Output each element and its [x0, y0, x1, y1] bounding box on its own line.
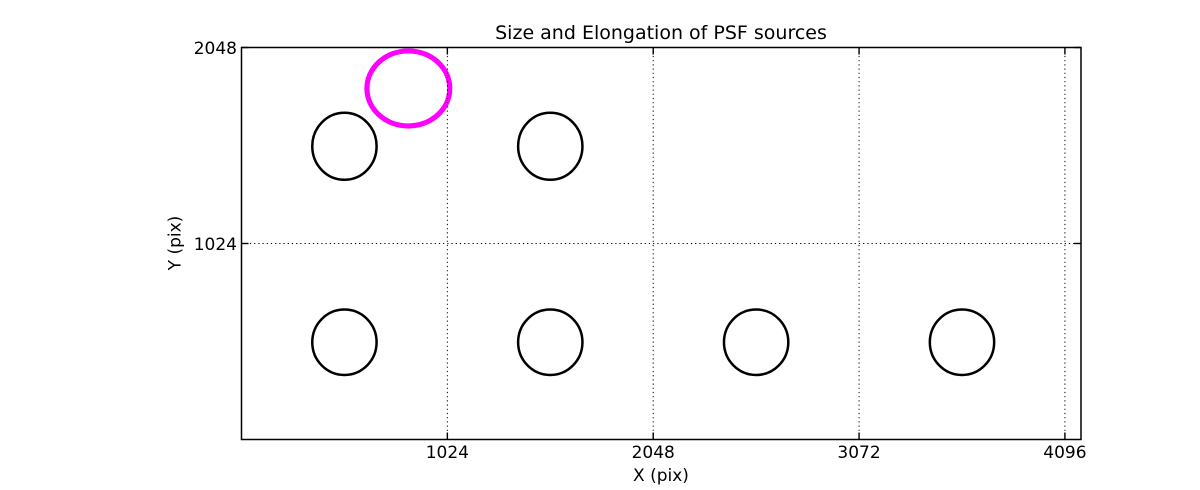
x-tick-label-3072: 3072 — [837, 443, 881, 463]
psf-source-ellipse — [516, 111, 584, 182]
x-tick-label-4096: 4096 — [1043, 443, 1087, 463]
x-tick-label-1024: 1024 — [425, 443, 469, 463]
axes-spines — [240, 46, 1082, 441]
psf-source-ellipse-highlighted — [364, 48, 453, 129]
x-axis-label: X (pix) — [633, 466, 689, 486]
psf-source-ellipse — [928, 308, 996, 377]
plot-title: Size and Elongation of PSF sources — [495, 22, 827, 44]
y-tick-label-2048: 2048 — [193, 38, 237, 59]
psf-source-ellipse — [311, 308, 378, 377]
psf-source-ellipse — [516, 308, 584, 377]
y-tick-label-1024: 1024 — [193, 234, 237, 255]
psf-source-ellipse — [722, 308, 790, 377]
x-tick-label-2048: 2048 — [631, 443, 675, 463]
psf-source-ellipse — [311, 111, 378, 182]
